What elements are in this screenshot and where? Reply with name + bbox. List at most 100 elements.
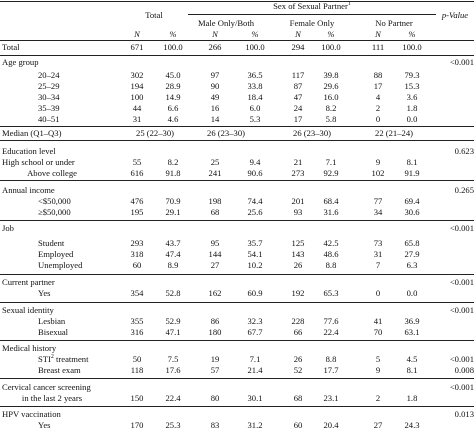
count-cell: 19 <box>210 354 220 364</box>
count-cell: 47 <box>293 92 303 102</box>
percent-cell: 8.8 <box>325 354 337 364</box>
section-rule <box>0 340 474 341</box>
header-subrule <box>188 14 436 15</box>
count-cell: 2 <box>375 103 381 113</box>
percent-cell: 10.2 <box>247 260 263 270</box>
count-cell: 266 <box>208 42 222 52</box>
percent-cell: 31.6 <box>323 207 339 217</box>
count-cell: 293 <box>130 238 144 248</box>
percent-cell: 20.4 <box>323 420 339 430</box>
count-cell: 476 <box>130 196 144 206</box>
median-cell: 22 (21–24) <box>375 128 413 138</box>
percent-cell: 8.1 <box>406 365 418 375</box>
pvalue-cell: <0.001 <box>449 354 474 364</box>
percent-cell: 3.6 <box>406 92 418 102</box>
percent-cell: 8.1 <box>406 157 418 167</box>
pvalue-cell: 0.265 <box>454 185 474 195</box>
percent-cell: 25.6 <box>247 207 263 217</box>
percent-cell: 27.9 <box>404 249 420 259</box>
percent-cell: 100.0 <box>163 42 183 52</box>
percent-cell: 31.2 <box>247 420 263 430</box>
percent-cell: 42.5 <box>323 238 339 248</box>
pvalue-cell: <0.001 <box>449 57 474 67</box>
percent-cell: 18.4 <box>247 92 263 102</box>
percent-cell: 22.4 <box>323 327 339 337</box>
row-label: Above college <box>27 168 77 178</box>
section-rule <box>0 302 474 303</box>
row-label: Bisexual <box>38 327 69 337</box>
header-n: N <box>375 29 381 39</box>
percent-cell: 43.7 <box>165 238 181 248</box>
header-sex-partner: Sex of Sexual Partner1 <box>273 1 351 11</box>
percent-cell: 7.1 <box>325 157 337 167</box>
count-cell: 7 <box>375 260 381 270</box>
count-cell: 0 <box>375 288 381 298</box>
header-pct: % <box>327 29 335 39</box>
count-cell: 2 <box>375 393 381 403</box>
row-label: Median (Q1–Q3) <box>2 128 62 138</box>
count-cell: 355 <box>130 316 144 326</box>
count-cell: 17 <box>293 114 303 124</box>
row-label: <$50,000 <box>38 196 71 206</box>
median-cell: 26 (23–30) <box>207 128 245 138</box>
header-nopartner: No Partner <box>375 18 413 28</box>
row-label: Employed <box>38 249 74 259</box>
percent-cell: 5.3 <box>249 114 261 124</box>
section-rule <box>0 140 474 141</box>
row-label: Total <box>2 42 20 52</box>
count-cell: 41 <box>373 316 383 326</box>
count-cell: 125 <box>291 238 305 248</box>
section-rule <box>0 378 474 379</box>
count-cell: 80 <box>210 393 220 403</box>
count-cell: 88 <box>373 70 383 80</box>
percent-cell: 65.8 <box>404 238 420 248</box>
count-cell: 195 <box>130 207 144 217</box>
count-cell: 100 <box>130 92 144 102</box>
count-cell: 194 <box>130 81 144 91</box>
percent-cell: 14.9 <box>165 92 181 102</box>
row-label: Job <box>2 223 14 233</box>
count-cell: 198 <box>208 196 222 206</box>
count-cell: 16 <box>210 103 220 113</box>
count-cell: 70 <box>373 327 383 337</box>
count-cell: 31 <box>373 249 383 259</box>
count-cell: 95 <box>210 238 220 248</box>
row-label: 30–34 <box>38 92 60 102</box>
percent-cell: 35.7 <box>247 238 263 248</box>
percent-cell: 21.4 <box>247 365 263 375</box>
row-label: 20–24 <box>38 70 60 80</box>
row-label: Annual income <box>2 185 55 195</box>
row-label: Yes <box>38 288 51 298</box>
count-cell: 294 <box>291 42 305 52</box>
count-cell: 354 <box>130 288 144 298</box>
count-cell: 21 <box>293 157 303 167</box>
count-cell: 60 <box>293 420 303 430</box>
count-cell: 117 <box>291 70 305 80</box>
percent-cell: 4.5 <box>406 354 418 364</box>
count-cell: 68 <box>210 207 220 217</box>
section-rule <box>0 220 474 221</box>
header-bottom-rule <box>0 40 474 41</box>
count-cell: 162 <box>208 288 222 298</box>
count-cell: 144 <box>208 249 222 259</box>
count-cell: 17 <box>373 81 383 91</box>
count-cell: 118 <box>130 365 144 375</box>
percent-cell: 32.3 <box>247 316 263 326</box>
median-cell: 26 (23–30) <box>293 128 331 138</box>
percent-cell: 79.3 <box>404 70 420 80</box>
percent-cell: 16.0 <box>323 92 339 102</box>
percent-cell: 1.8 <box>406 393 418 403</box>
section-rule <box>0 55 474 56</box>
row-label: Unemployed <box>38 260 83 270</box>
percent-cell: 74.4 <box>247 196 263 206</box>
header-pct: % <box>251 29 259 39</box>
count-cell: 52 <box>293 365 303 375</box>
row-label: High school or under <box>2 157 75 167</box>
header-pvalue: p-Value <box>441 10 469 20</box>
header-n: N <box>134 29 140 39</box>
count-cell: 192 <box>291 288 305 298</box>
percent-cell: 22.4 <box>165 393 181 403</box>
top-rule <box>0 1 474 2</box>
count-cell: 9 <box>375 365 381 375</box>
percent-cell: 8.2 <box>167 157 179 167</box>
